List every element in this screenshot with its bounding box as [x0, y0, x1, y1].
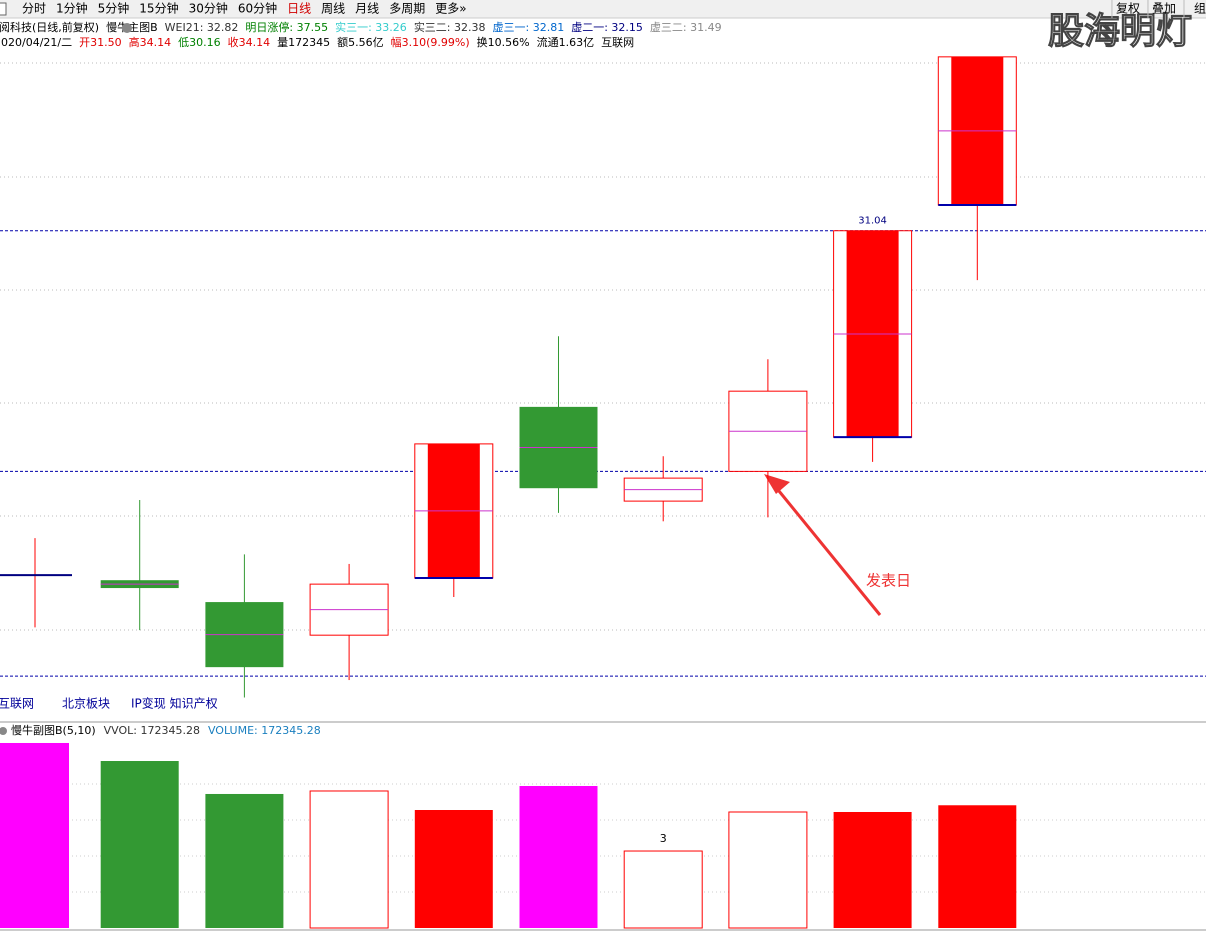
toolbar-icon [0, 2, 7, 16]
toolbar-tab[interactable]: 30分钟 [189, 1, 228, 16]
info-row-item: 虚二一: 32.15 [571, 21, 643, 34]
volume-bar [414, 810, 493, 928]
info-row-item: 掌阅科技(日线,前复权) [0, 20, 99, 34]
info-row-item: 实三一: 33.26 [335, 20, 407, 34]
info-row-item: 明日涨停: 37.55 [245, 20, 328, 34]
volume-title: 慢牛副图B(5,10) [11, 723, 96, 737]
toolbar-tab[interactable]: 分时 [22, 2, 46, 16]
toolbar-tab[interactable]: 5分钟 [98, 1, 130, 16]
quote-row-item: 低30.16 [178, 36, 221, 49]
info-row-item: 虚三二: 31.49 [650, 21, 722, 34]
volume-bar [728, 811, 808, 929]
toolbar-tab[interactable]: 60分钟 [238, 1, 277, 16]
toolbar-tab[interactable]: 月线 [355, 2, 379, 16]
volume-bar [938, 805, 1017, 928]
volume-bar [100, 761, 179, 928]
quote-row-item: 高34.14 [129, 35, 172, 49]
volume-bar [623, 850, 703, 929]
info-row-item: 虚三一: 32.81 [493, 21, 565, 34]
quote-row-item: 幅3.10(9.99%) [391, 36, 470, 49]
info-row-item: WEI21: 32.82 [165, 21, 239, 34]
quote-row-item: 收34.14 [228, 35, 271, 49]
volume-bar [309, 790, 389, 929]
toolbar-bg [0, 0, 1206, 18]
volume-bar [205, 793, 284, 928]
quote-row-item: 换10.56% [477, 35, 530, 49]
volume-note: 3 [660, 832, 667, 845]
toolbar-tab[interactable]: 周线 [321, 2, 345, 16]
info-row-item: 实三二: 32.38 [414, 20, 486, 34]
watermark: 股海明灯 [1048, 11, 1192, 52]
grid [0, 62, 1206, 893]
volume-indicator: VVOL: 172345.28 [104, 724, 200, 737]
arrow-head [764, 474, 790, 494]
sector-tag[interactable]: 互联网 [0, 697, 34, 711]
annotation: 发表日 [866, 572, 911, 590]
quote-row-item: 流通1.63亿 [537, 35, 595, 49]
quote-row-item: 额5.56亿 [337, 36, 384, 49]
quote-row-item: 2020/04/21/二 [0, 36, 72, 49]
volume-bar [519, 786, 598, 928]
sector-tag[interactable]: 北京板块 [62, 697, 110, 711]
arrow-shaft [768, 479, 882, 616]
volume-indicator: VOLUME: 172345.28 [208, 724, 321, 737]
volume-bar [0, 742, 69, 928]
volume-bar [833, 811, 912, 928]
quote-row-item: 开31.50 [79, 36, 122, 49]
toolbar-tab[interactable]: 1分钟 [56, 1, 88, 16]
quote-row-item: 互联网 [601, 36, 634, 49]
toolbar-tab[interactable]: 多周期 [389, 2, 425, 16]
price-line-label: 31.04 [858, 216, 887, 227]
toolbar-button[interactable]: 复权 [1116, 2, 1140, 16]
dropdown-icon [122, 23, 132, 33]
toolbar-tab[interactable]: 更多» [435, 2, 466, 16]
sector-tag[interactable]: IP变现 知识产权 [131, 696, 218, 711]
toolbar-tab[interactable]: 15分钟 [139, 1, 178, 16]
toolbar-button[interactable]: 叠加 [1152, 2, 1176, 16]
quote-row-item: 量172345 [277, 36, 330, 49]
dropdown-icon [0, 727, 7, 735]
toolbar-tab[interactable]: 日线 [287, 2, 311, 16]
toolbar-button[interactable]: 组 [1194, 2, 1206, 16]
